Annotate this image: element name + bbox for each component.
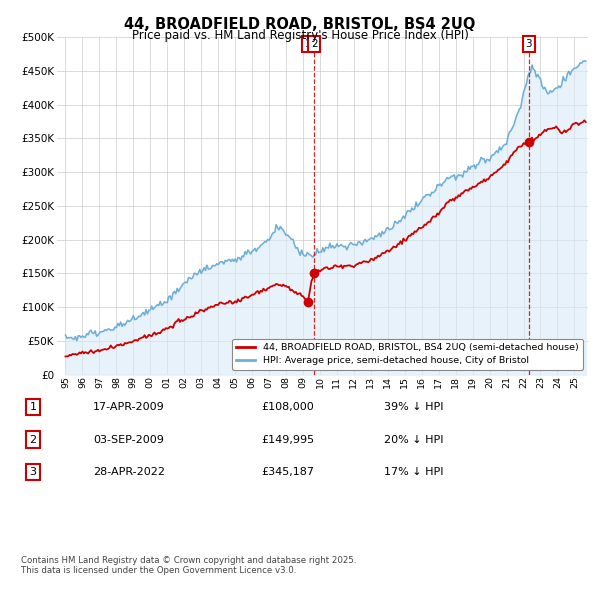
- Text: 2: 2: [311, 39, 317, 49]
- Text: 1: 1: [305, 39, 311, 49]
- Text: Contains HM Land Registry data © Crown copyright and database right 2025.
This d: Contains HM Land Registry data © Crown c…: [21, 556, 356, 575]
- Text: £108,000: £108,000: [261, 402, 314, 412]
- Text: £149,995: £149,995: [261, 435, 314, 444]
- Text: 3: 3: [526, 39, 532, 49]
- Text: 17% ↓ HPI: 17% ↓ HPI: [384, 467, 443, 477]
- Text: Price paid vs. HM Land Registry's House Price Index (HPI): Price paid vs. HM Land Registry's House …: [131, 30, 469, 42]
- Text: 03-SEP-2009: 03-SEP-2009: [93, 435, 164, 444]
- Text: 28-APR-2022: 28-APR-2022: [93, 467, 165, 477]
- Text: 39% ↓ HPI: 39% ↓ HPI: [384, 402, 443, 412]
- Text: 3: 3: [29, 467, 37, 477]
- Text: 17-APR-2009: 17-APR-2009: [93, 402, 165, 412]
- Text: £345,187: £345,187: [261, 467, 314, 477]
- Text: 20% ↓ HPI: 20% ↓ HPI: [384, 435, 443, 444]
- Text: 1: 1: [29, 402, 37, 412]
- Legend: 44, BROADFIELD ROAD, BRISTOL, BS4 2UQ (semi-detached house), HPI: Average price,: 44, BROADFIELD ROAD, BRISTOL, BS4 2UQ (s…: [232, 339, 583, 370]
- Text: 44, BROADFIELD ROAD, BRISTOL, BS4 2UQ: 44, BROADFIELD ROAD, BRISTOL, BS4 2UQ: [124, 17, 476, 31]
- Text: 2: 2: [29, 435, 37, 444]
